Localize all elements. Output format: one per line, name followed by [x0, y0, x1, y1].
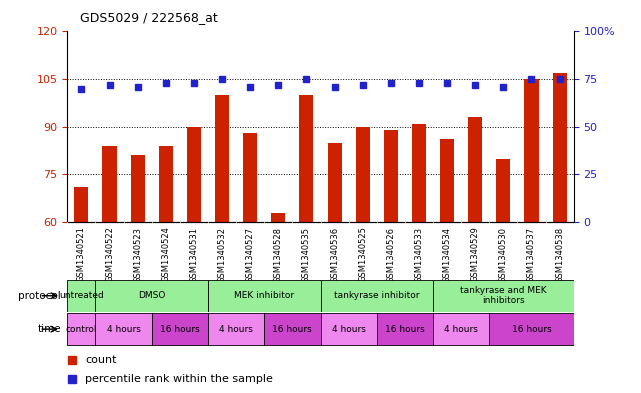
Text: 16 hours: 16 hours — [272, 325, 312, 334]
Text: control: control — [65, 325, 97, 334]
Text: GSM1340530: GSM1340530 — [499, 227, 508, 283]
Bar — [243, 133, 257, 222]
Bar — [377, 313, 433, 345]
Text: 4 hours: 4 hours — [331, 325, 365, 334]
Text: GSM1340529: GSM1340529 — [470, 227, 479, 283]
Text: 16 hours: 16 hours — [385, 325, 425, 334]
Bar — [152, 313, 208, 345]
Bar — [131, 155, 145, 222]
Bar — [433, 280, 574, 312]
Text: GSM1340527: GSM1340527 — [246, 227, 254, 283]
Text: GSM1340531: GSM1340531 — [189, 227, 199, 283]
Bar — [299, 95, 313, 222]
Text: GSM1340538: GSM1340538 — [555, 227, 564, 283]
Text: GSM1340523: GSM1340523 — [133, 227, 142, 283]
Bar — [96, 313, 152, 345]
Text: tankyrase inhibitor: tankyrase inhibitor — [334, 291, 419, 300]
Bar — [74, 187, 88, 222]
Text: GSM1340535: GSM1340535 — [302, 227, 311, 283]
Bar — [320, 280, 433, 312]
Text: MEK inhibitor: MEK inhibitor — [234, 291, 294, 300]
Bar — [524, 79, 538, 222]
Bar — [67, 280, 96, 312]
Bar — [103, 146, 117, 222]
Bar — [433, 313, 489, 345]
Text: 4 hours: 4 hours — [444, 325, 478, 334]
Text: GSM1340534: GSM1340534 — [442, 227, 452, 283]
Bar — [489, 313, 574, 345]
Text: GSM1340522: GSM1340522 — [105, 227, 114, 283]
Bar — [159, 146, 173, 222]
Bar — [264, 313, 320, 345]
Text: GSM1340533: GSM1340533 — [415, 227, 424, 283]
Bar — [328, 143, 342, 222]
Text: protocol: protocol — [18, 291, 61, 301]
Bar — [208, 313, 264, 345]
Text: untreated: untreated — [59, 291, 104, 300]
Text: 4 hours: 4 hours — [219, 325, 253, 334]
Bar — [440, 140, 454, 222]
Text: GSM1340537: GSM1340537 — [527, 227, 536, 283]
Text: 4 hours: 4 hours — [106, 325, 140, 334]
Bar — [412, 123, 426, 222]
Text: GDS5029 / 222568_at: GDS5029 / 222568_at — [80, 11, 218, 24]
Text: tankyrase and MEK
inhibitors: tankyrase and MEK inhibitors — [460, 286, 547, 305]
Bar — [468, 117, 482, 222]
Text: GSM1340524: GSM1340524 — [162, 227, 171, 283]
Text: DMSO: DMSO — [138, 291, 165, 300]
Text: GSM1340521: GSM1340521 — [77, 227, 86, 283]
Bar — [187, 127, 201, 222]
Text: 16 hours: 16 hours — [160, 325, 200, 334]
Text: count: count — [85, 354, 117, 365]
Text: GSM1340525: GSM1340525 — [358, 227, 367, 283]
Bar — [356, 127, 370, 222]
Bar — [384, 130, 398, 222]
Text: time: time — [37, 324, 61, 334]
Text: GSM1340532: GSM1340532 — [217, 227, 226, 283]
Text: GSM1340526: GSM1340526 — [387, 227, 395, 283]
Bar — [553, 73, 567, 222]
Text: GSM1340536: GSM1340536 — [330, 227, 339, 283]
Text: GSM1340528: GSM1340528 — [274, 227, 283, 283]
Bar — [96, 280, 208, 312]
Bar — [208, 280, 320, 312]
Text: percentile rank within the sample: percentile rank within the sample — [85, 374, 273, 384]
Bar — [67, 313, 96, 345]
Bar — [320, 313, 377, 345]
Text: 16 hours: 16 hours — [512, 325, 551, 334]
Bar — [271, 213, 285, 222]
Bar — [496, 158, 510, 222]
Bar — [215, 95, 229, 222]
